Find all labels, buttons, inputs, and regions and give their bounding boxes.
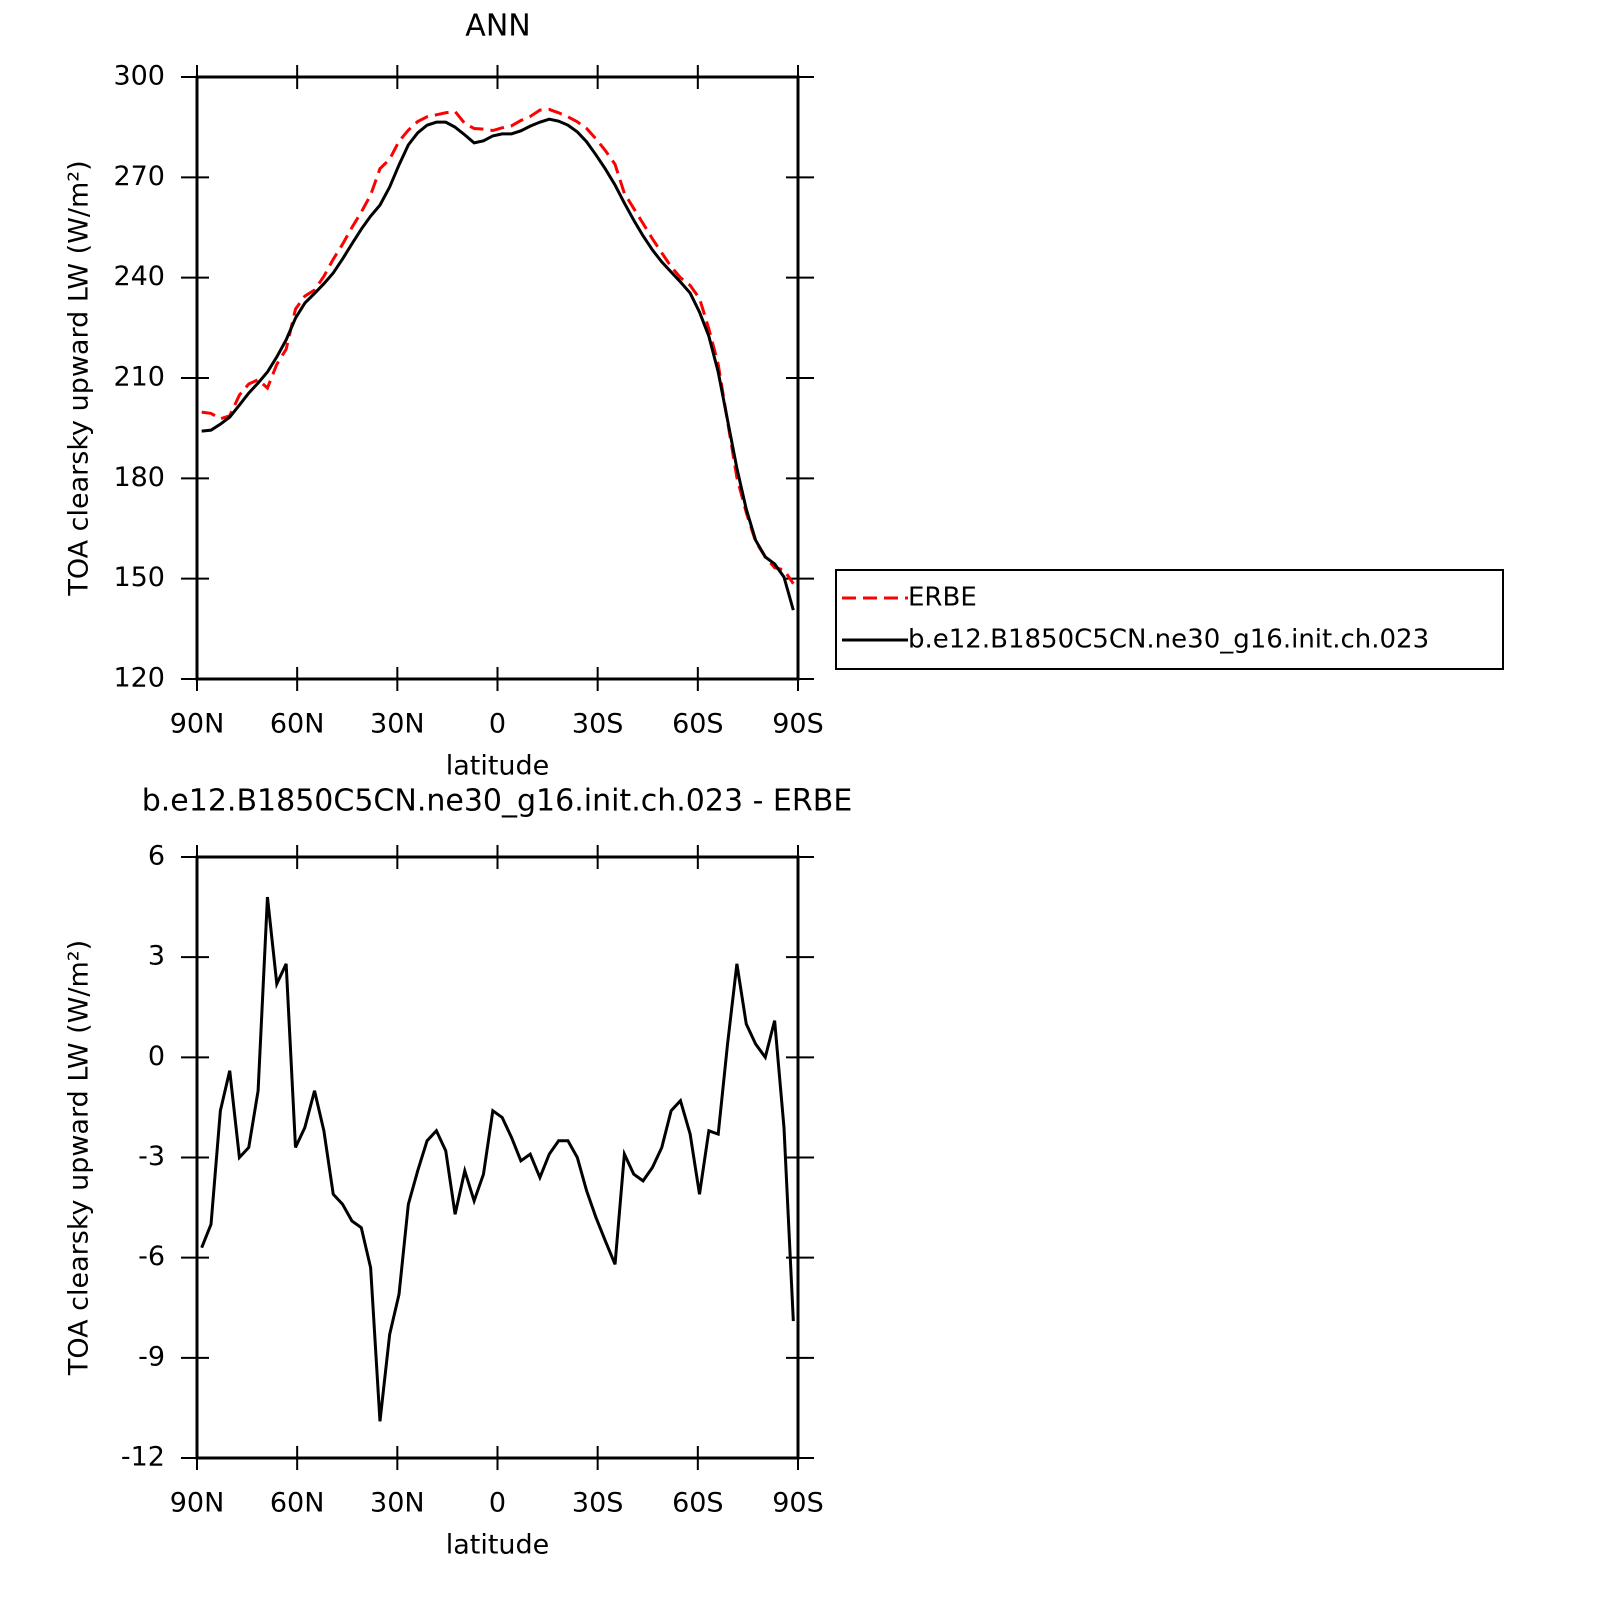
y-tick-label: 180	[113, 462, 165, 493]
data-line	[201, 117, 795, 611]
legend-label: ERBE	[908, 583, 977, 613]
x-axis-label: latitude	[446, 1530, 550, 1561]
legend-label: b.e12.B1850C5CN.ne30_g16.init.ch.023	[908, 625, 1429, 655]
y-tick-label: 6	[148, 841, 165, 872]
y-tick-label: 3	[148, 941, 165, 972]
x-tick-label: 60S	[672, 1488, 724, 1519]
x-tick-label: 90S	[772, 709, 824, 740]
y-tick-label: 0	[148, 1041, 165, 1072]
y-axis-label: TOA clearsky upward LW (W/m²)	[64, 940, 95, 1376]
x-tick-label: 30N	[370, 1488, 425, 1519]
y-axis-label: TOA clearsky upward LW (W/m²)	[64, 160, 95, 596]
x-tick-label: 60N	[270, 709, 325, 740]
y-tick-label: 300	[113, 61, 165, 92]
y-tick-label: -9	[138, 1341, 165, 1372]
x-tick-label: 90N	[170, 1488, 225, 1519]
y-tick-label: 210	[113, 362, 165, 393]
y-tick-label: -3	[138, 1141, 165, 1172]
x-tick-label: 90N	[170, 709, 225, 740]
x-tick-label: 0	[489, 1488, 506, 1519]
x-tick-label: 30S	[572, 709, 624, 740]
plot-frame	[195, 855, 800, 1460]
chart-title: ANN	[465, 9, 530, 44]
data-line	[200, 896, 795, 1422]
x-axis-label: latitude	[446, 751, 550, 782]
x-tick-label: 30S	[572, 1488, 624, 1519]
x-tick-label: 60N	[270, 1488, 325, 1519]
data-line	[201, 107, 795, 585]
x-tick-label: 30N	[370, 709, 425, 740]
y-tick-label: 120	[113, 663, 165, 694]
x-tick-label: 60S	[672, 709, 724, 740]
x-tick-label: 90S	[772, 1488, 824, 1519]
x-tick-label: 0	[489, 709, 506, 740]
y-tick-label: -12	[121, 1442, 165, 1473]
plot-frame	[195, 75, 800, 681]
legend-box	[835, 569, 1504, 670]
y-tick-label: 240	[113, 261, 165, 292]
y-tick-label: 150	[113, 562, 165, 593]
y-tick-label: -6	[138, 1241, 165, 1272]
chart-title: b.e12.B1850C5CN.ne30_g16.init.ch.023 - E…	[142, 784, 853, 819]
y-tick-label: 270	[113, 161, 165, 192]
